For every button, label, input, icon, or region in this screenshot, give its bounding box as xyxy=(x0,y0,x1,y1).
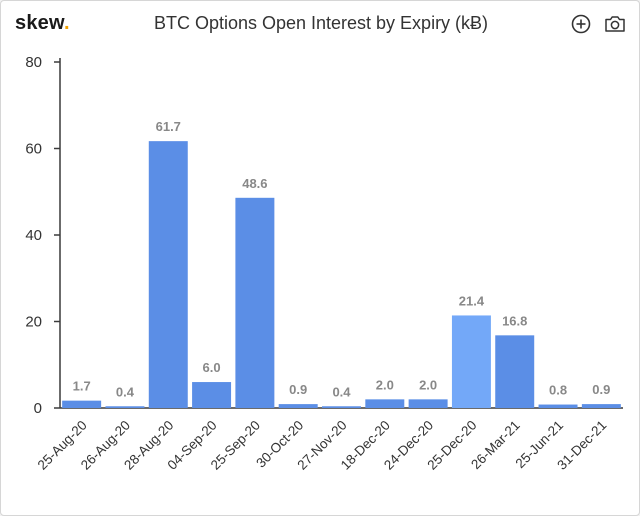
data-label: 2.0 xyxy=(376,377,394,392)
bar[interactable] xyxy=(192,382,232,408)
add-button[interactable] xyxy=(569,12,593,36)
data-label: 0.9 xyxy=(289,382,307,397)
data-label: 16.8 xyxy=(502,313,527,328)
data-label: 0.9 xyxy=(592,382,610,397)
y-tick-label: 60 xyxy=(25,141,42,158)
bar[interactable] xyxy=(148,141,188,408)
y-tick-label: 40 xyxy=(25,227,42,244)
bar[interactable] xyxy=(235,197,275,408)
bar[interactable] xyxy=(581,404,621,408)
camera-icon xyxy=(605,16,625,32)
data-label: 0.4 xyxy=(116,384,135,399)
bar[interactable] xyxy=(278,404,318,408)
camera-button[interactable] xyxy=(603,12,627,36)
skew-logo: skew. xyxy=(15,12,70,35)
bar[interactable] xyxy=(365,399,405,408)
logo-text: skew xyxy=(15,12,64,34)
chart-header: skew. BTC Options Open Interest by Expir… xyxy=(1,1,639,49)
data-label: 0.4 xyxy=(332,384,351,399)
bar[interactable] xyxy=(451,315,491,408)
data-label: 48.6 xyxy=(242,176,267,191)
data-label: 1.7 xyxy=(73,379,91,394)
y-tick-label: 20 xyxy=(25,314,42,331)
data-label: 61.7 xyxy=(156,119,181,134)
data-label: 21.4 xyxy=(459,293,485,308)
bar[interactable] xyxy=(322,406,361,408)
logo-dot: . xyxy=(63,12,70,34)
bar[interactable] xyxy=(538,404,578,408)
bar[interactable] xyxy=(62,400,102,408)
bar[interactable] xyxy=(408,399,448,408)
data-label: 0.8 xyxy=(549,383,567,398)
chart-title: BTC Options Open Interest by Expiry (kɃ) xyxy=(153,13,489,33)
bar[interactable] xyxy=(495,335,535,408)
bar[interactable] xyxy=(105,406,145,408)
data-label: 6.0 xyxy=(203,360,221,375)
add-icon xyxy=(571,14,591,34)
y-tick-label: 80 xyxy=(25,54,42,71)
y-tick-label: 0 xyxy=(34,400,42,417)
data-label: 2.0 xyxy=(419,377,437,392)
